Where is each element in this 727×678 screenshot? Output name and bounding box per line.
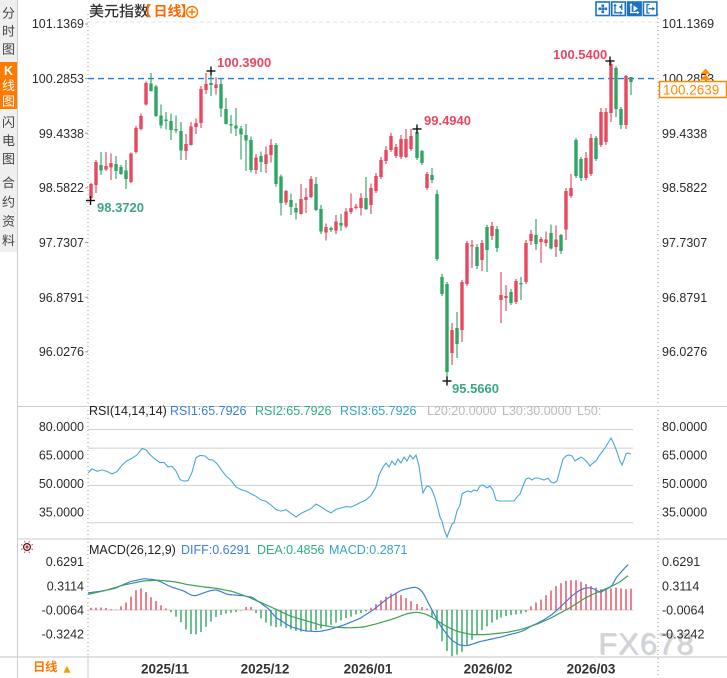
svg-text:35.0000: 35.0000 (662, 505, 707, 519)
svg-text:99.4338: 99.4338 (662, 127, 707, 141)
svg-text:-0.3242: -0.3242 (662, 628, 704, 642)
svg-text:2025/12: 2025/12 (241, 662, 290, 677)
svg-text:L50:: L50: (577, 404, 601, 418)
svg-text:2026/03: 2026/03 (567, 662, 616, 677)
svg-text:98.5822: 98.5822 (662, 181, 707, 195)
svg-text:-0.0064: -0.0064 (662, 604, 704, 618)
svg-text:RSI(14,14,14): RSI(14,14,14) (89, 404, 167, 418)
svg-text:MACD(26,12,9): MACD(26,12,9) (89, 543, 176, 557)
svg-text:RSI2:65.7926: RSI2:65.7926 (255, 404, 331, 418)
svg-text:96.8791: 96.8791 (662, 291, 707, 305)
svg-text:98.5822: 98.5822 (39, 181, 84, 195)
svg-text:FX678: FX678 (598, 626, 694, 661)
svg-text:RSI3:65.7926: RSI3:65.7926 (340, 404, 416, 418)
svg-text:65.0000: 65.0000 (662, 449, 707, 463)
svg-text:97.7307: 97.7307 (39, 236, 84, 250)
svg-text:65.0000: 65.0000 (39, 449, 84, 463)
svg-text:80.0000: 80.0000 (39, 420, 84, 434)
svg-text:96.8791: 96.8791 (39, 291, 84, 305)
svg-text:0.6291: 0.6291 (46, 555, 84, 569)
svg-text:2025/11: 2025/11 (141, 662, 190, 677)
svg-text:0.6291: 0.6291 (662, 555, 700, 569)
svg-text:100.3900: 100.3900 (217, 55, 271, 70)
svg-text:96.0276: 96.0276 (39, 345, 84, 359)
svg-text:98.3720: 98.3720 (97, 200, 144, 215)
svg-text:2026/02: 2026/02 (464, 662, 513, 677)
svg-text:100.2639: 100.2639 (663, 83, 719, 98)
svg-text:FX678: FX678 (599, 627, 695, 662)
svg-text:L30:30.0000: L30:30.0000 (502, 404, 572, 418)
svg-text:K: K (4, 64, 13, 78)
svg-text:101.1369: 101.1369 (662, 17, 714, 31)
svg-text:99.4338: 99.4338 (39, 127, 84, 141)
svg-text:99.4940: 99.4940 (424, 113, 471, 128)
svg-text:MACD:0.2871: MACD:0.2871 (329, 543, 408, 557)
svg-text:0.3114: 0.3114 (662, 580, 699, 594)
svg-text:80.0000: 80.0000 (662, 420, 707, 434)
svg-text:DIFF:0.6291: DIFF:0.6291 (181, 543, 251, 557)
svg-text:101.1369: 101.1369 (32, 17, 84, 31)
svg-text:DEA:0.4856: DEA:0.4856 (257, 543, 324, 557)
svg-text:97.7307: 97.7307 (662, 236, 707, 250)
svg-text:-0.3242: -0.3242 (42, 628, 84, 642)
svg-text:50.0000: 50.0000 (662, 477, 707, 491)
svg-text:35.0000: 35.0000 (39, 505, 84, 519)
svg-text:50.0000: 50.0000 (39, 477, 84, 491)
svg-text:100.5400: 100.5400 (553, 47, 607, 62)
svg-text:100.2853: 100.2853 (32, 72, 84, 86)
svg-text:L20:20.0000: L20:20.0000 (427, 404, 497, 418)
svg-text:96.0276: 96.0276 (662, 345, 707, 359)
svg-text:0.3114: 0.3114 (47, 580, 84, 594)
svg-text:95.5660: 95.5660 (452, 381, 499, 396)
svg-text:RSI1:65.7926: RSI1:65.7926 (170, 404, 246, 418)
svg-text:-0.0064: -0.0064 (42, 604, 84, 618)
svg-text:2026/01: 2026/01 (344, 662, 393, 677)
